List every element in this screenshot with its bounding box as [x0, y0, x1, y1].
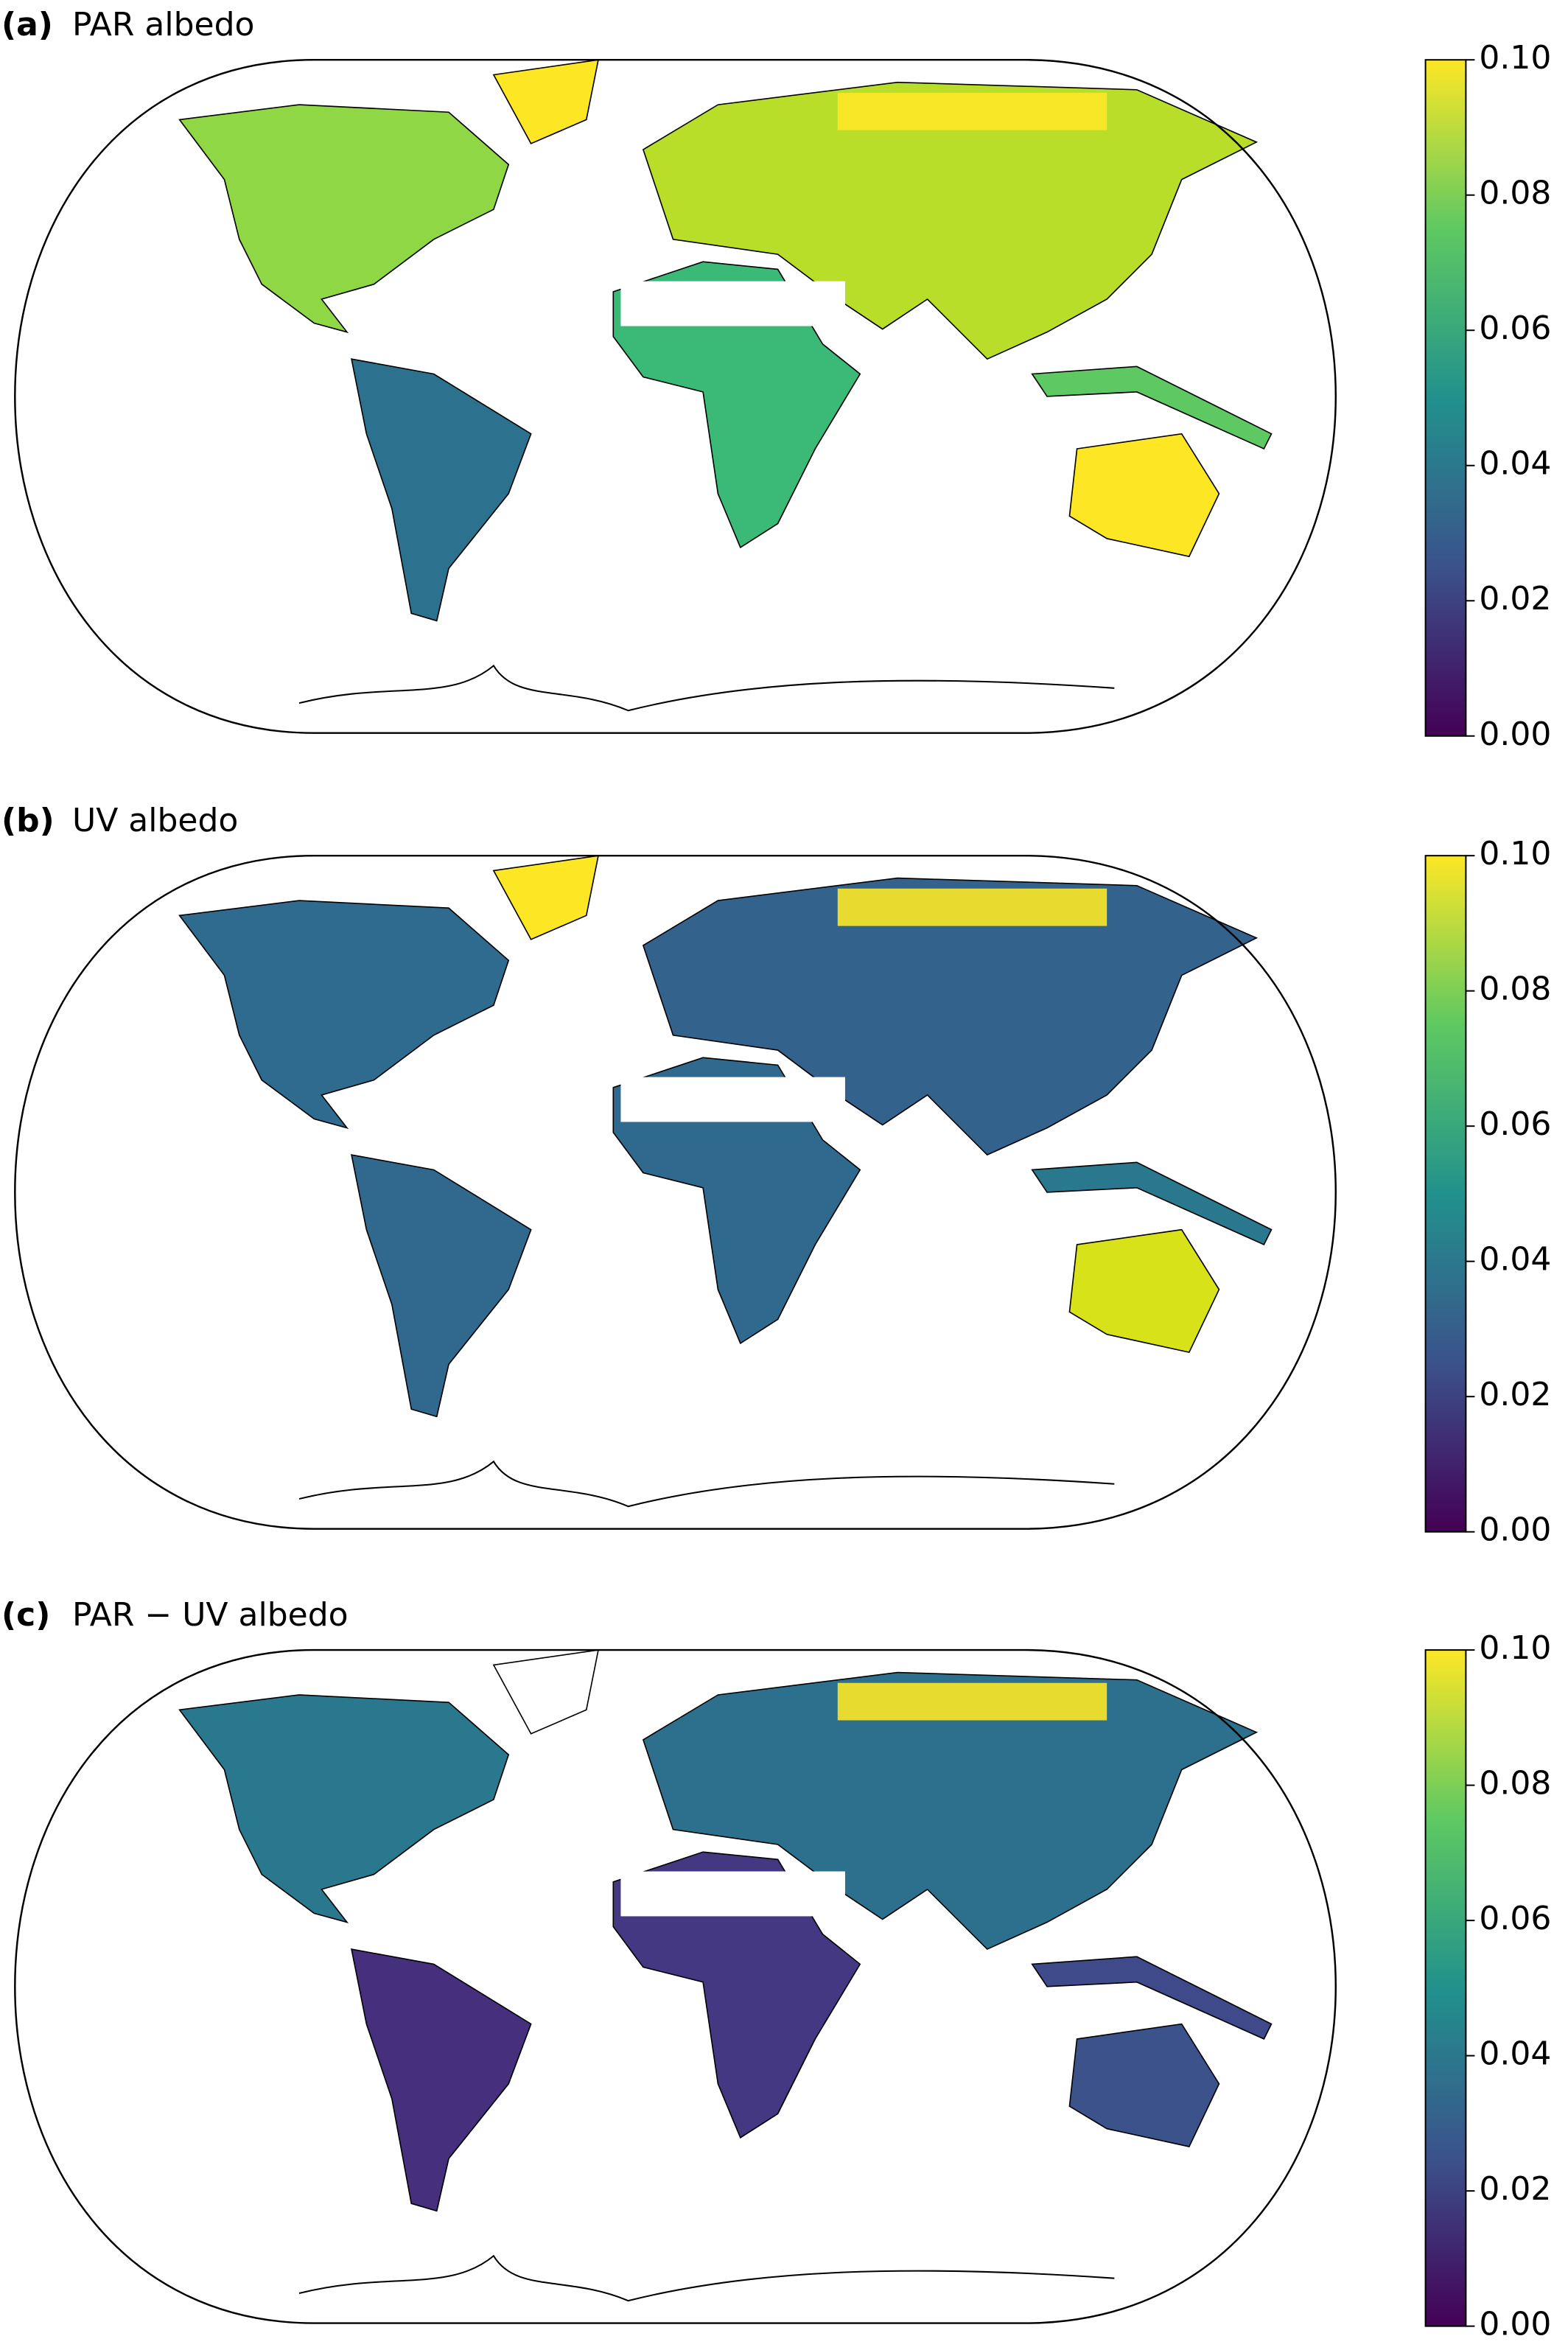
colorbar-tick-label: 0.04 [1479, 1241, 1551, 1279]
land [351, 1948, 532, 2212]
land [178, 104, 510, 334]
colorbar-tick-label: 0.02 [1479, 580, 1551, 618]
land [178, 900, 510, 1130]
colorbar-tick-label: 0.04 [1479, 2035, 1551, 2073]
colorbar-tick-label: 0.08 [1479, 971, 1551, 1008]
colorbar-tick-label: 0.10 [1479, 1629, 1551, 1667]
land [492, 59, 600, 144]
panel-label: (b) [1, 802, 55, 839]
land [642, 877, 1259, 1156]
panel-title: PAR albedo [72, 6, 254, 43]
land [351, 358, 532, 622]
antarctica [298, 2254, 1115, 2302]
colorbar-tick-label: 0.08 [1479, 1765, 1551, 1802]
land [1031, 1161, 1273, 1246]
colorbar-tick-label: 0.02 [1479, 2170, 1551, 2208]
colorbar-tick-label: 0.10 [1479, 39, 1551, 77]
land [1068, 2023, 1220, 2147]
land [612, 1851, 861, 2139]
panel-title: UV albedo [72, 802, 238, 839]
land [612, 1057, 861, 1345]
land [612, 261, 861, 549]
desert [620, 1077, 845, 1122]
land [492, 855, 600, 940]
colorbar-tick-label: 0.06 [1479, 1900, 1551, 1937]
arctic-band [837, 92, 1107, 130]
colorbar-tick-label: 0.00 [1479, 2306, 1551, 2343]
colorbar-tick-label: 0.06 [1479, 310, 1551, 347]
land [1031, 1956, 1273, 2040]
map [14, 58, 1337, 734]
panel-title: PAR − UV albedo [72, 1596, 349, 1634]
colorbar [1424, 59, 1467, 737]
colorbar-tick-label: 0.00 [1479, 1511, 1551, 1549]
colorbar [1424, 855, 1467, 1533]
land [642, 81, 1259, 360]
colorbar-tick-label: 0.08 [1479, 175, 1551, 212]
land [1068, 1228, 1220, 1354]
land [1068, 433, 1220, 558]
colorbar-tick-label: 0.00 [1479, 716, 1551, 753]
colorbar-tick-label: 0.04 [1479, 445, 1551, 483]
map [14, 854, 1337, 1530]
map [14, 1648, 1337, 2324]
colorbar-tick-label: 0.02 [1479, 1376, 1551, 1413]
map-outline [14, 1648, 1337, 2324]
land [1031, 366, 1273, 450]
colorbar-tick-label: 0.10 [1479, 835, 1551, 872]
land [351, 1154, 532, 1418]
land [178, 1694, 510, 1923]
arctic-band [837, 888, 1107, 926]
antarctica [298, 1460, 1115, 1508]
desert [620, 281, 845, 326]
panel-label: (c) [1, 1596, 50, 1634]
arctic-band [837, 1682, 1107, 1721]
land [642, 1671, 1259, 1951]
antarctica [298, 664, 1115, 712]
colorbar-tick-label: 0.06 [1479, 1105, 1551, 1143]
panel-label: (a) [1, 6, 53, 43]
map-outline [14, 58, 1337, 734]
colorbar [1424, 1649, 1467, 2327]
map-outline [14, 854, 1337, 1530]
land [492, 1649, 600, 1735]
desert [620, 1871, 845, 1917]
